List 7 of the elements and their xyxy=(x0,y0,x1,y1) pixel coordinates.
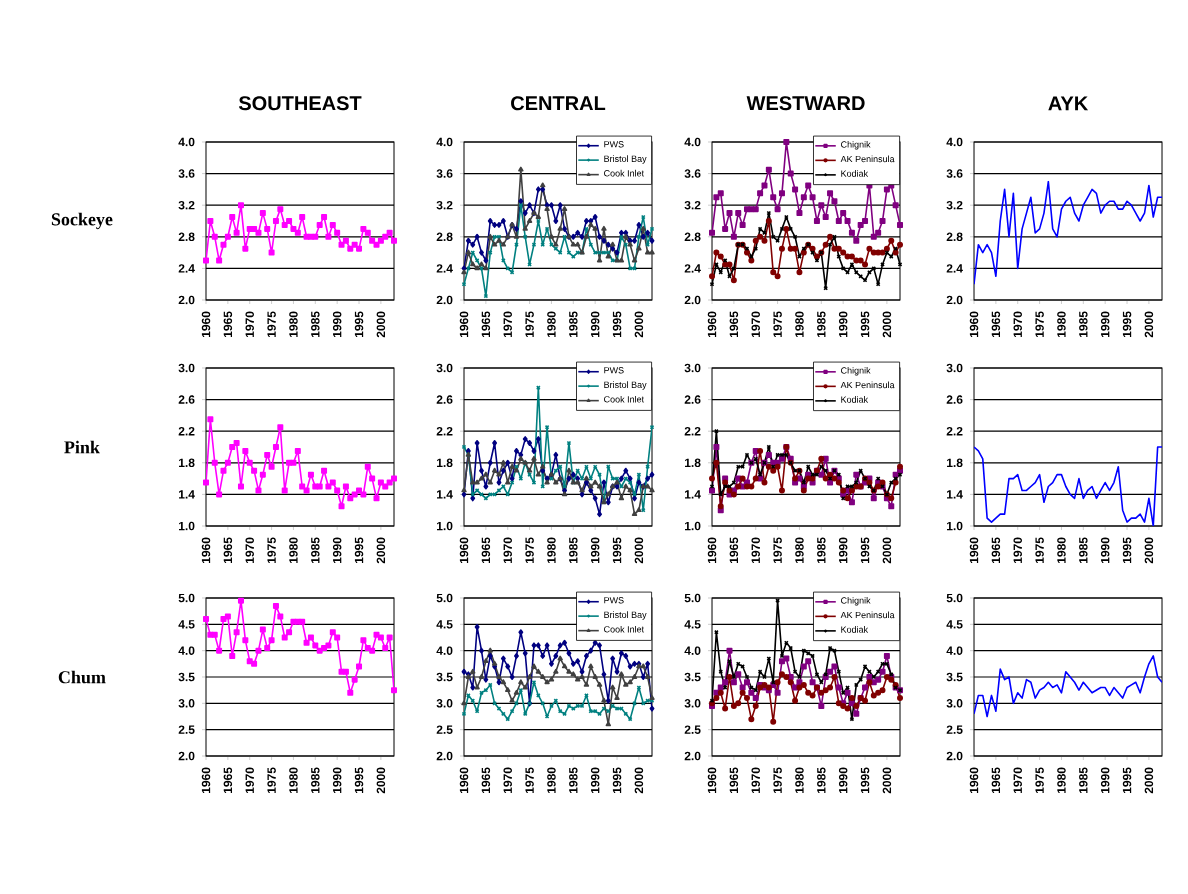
y-axis-title: Chum xyxy=(58,670,106,684)
y-axis-title: Sockeye xyxy=(51,212,113,230)
chart-title: WESTWARD xyxy=(746,96,865,111)
chart-title: SOUTHEAST xyxy=(238,96,362,111)
chart-title: AYK xyxy=(1048,96,1089,111)
chart-title: CENTRAL xyxy=(511,96,606,111)
y-axis-title: Pink xyxy=(64,440,100,454)
